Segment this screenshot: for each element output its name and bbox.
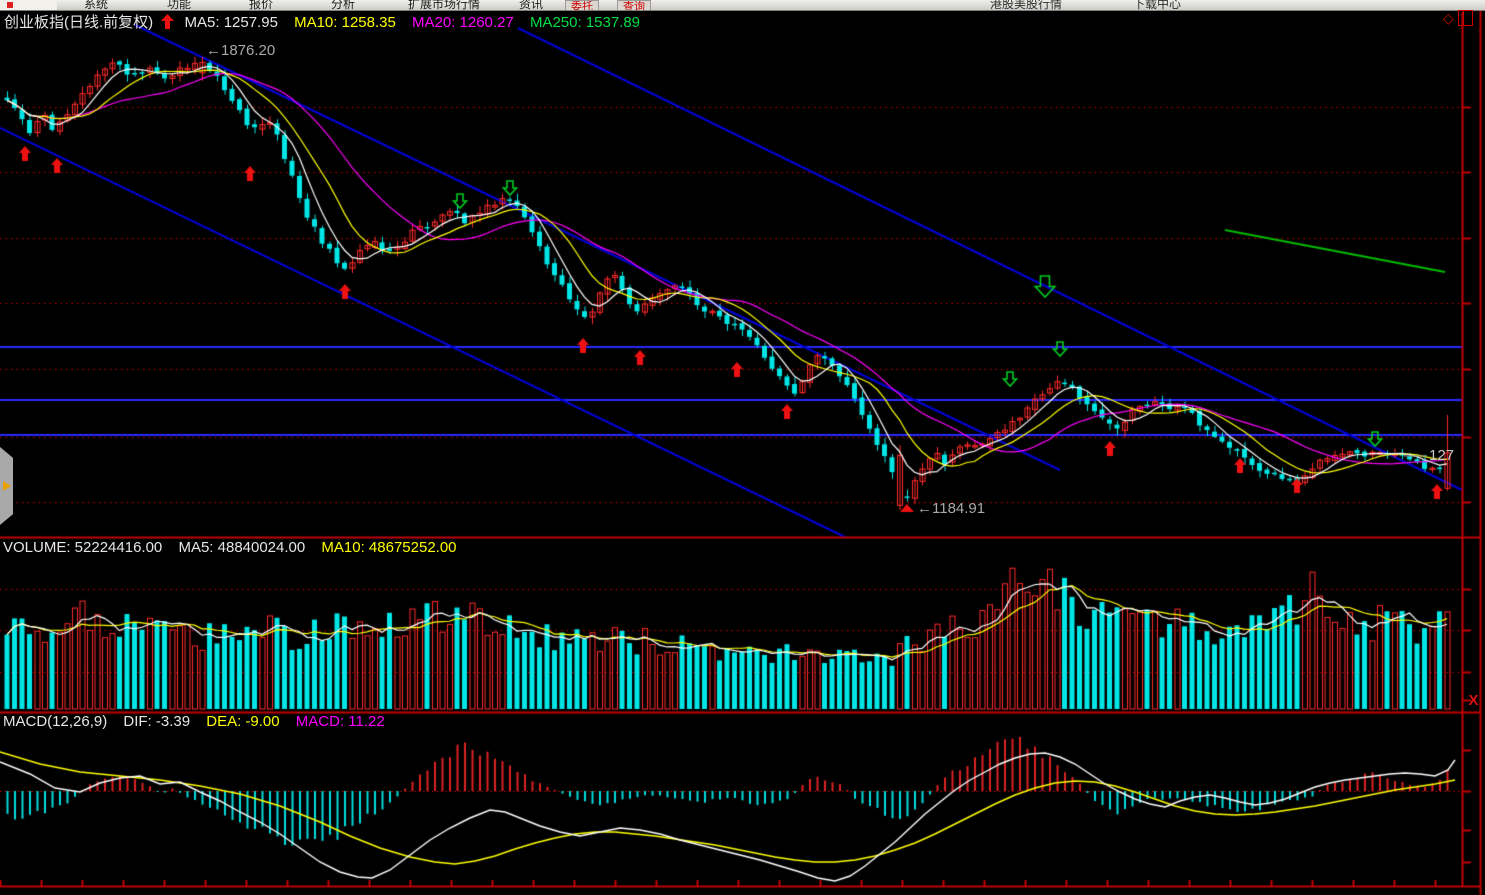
ma20-value: MA20: 1260.27 [412,14,514,31]
menu-bar[interactable]: 系统 功能 报价 分析 扩展市场行情 资讯 委托 查询 港股美股行情 下载中心 [0,0,1485,11]
ma250-value: MA250: 1537.89 [529,14,641,31]
macd-header: MACD(12,26,9) DIF: -3.39 DEA: -9.00 MACD… [3,713,397,730]
diamond-tool-icon[interactable]: ◇ [1443,10,1454,26]
expand-arrow-icon [3,481,11,491]
low-price-annotation: ←1184.91 [917,500,986,517]
ma10-value: MA10: 1258.35 [294,14,396,31]
dif-value: DIF: -3.39 [123,713,191,730]
sidebar-expand-tab[interactable] [0,447,13,525]
menu-item-system[interactable]: 系统 [84,0,109,11]
main-chart-header: 创业板指(日线.前复权) MA5: 1257.95 MA10: 1258.35 … [4,11,652,33]
menu-item-download[interactable]: 下载中心 [1133,0,1182,11]
volume-header: VOLUME: 52224416.00 MA5: 48840024.00 MA1… [3,539,469,556]
volume-ma10-value: MA10: 48675252.00 [321,539,457,556]
chart-header-icons: ◇ [1443,10,1473,26]
logo-icon [7,2,13,8]
up-arrow-icon [161,14,175,33]
order-button[interactable]: 委托 [565,0,599,10]
volume-value: VOLUME: 52224416.00 [3,539,163,556]
volume-ma5-value: MA5: 48840024.00 [178,539,306,556]
high-price-annotation: ←1876.20 [206,42,276,59]
close-indicator-button[interactable]: X [1468,692,1479,709]
ma5-value: MA5: 1257.95 [184,14,278,31]
menu-item-function[interactable]: 功能 [167,0,192,11]
macd-params: MACD(12,26,9) [3,713,108,730]
macd-value: MACD: 11.22 [295,713,385,730]
app-logo[interactable] [0,0,57,10]
dea-value: DEA: -9.00 [206,713,280,730]
menu-item-quotes[interactable]: 报价 [249,0,274,11]
split-window-icon[interactable] [1457,10,1473,26]
menu-item-hk-us[interactable]: 港股美股行情 [990,0,1063,11]
instrument-title[interactable]: 创业板指(日线.前复权) [4,14,154,31]
menu-item-extended[interactable]: 扩展市场行情 [408,0,481,11]
menu-item-info[interactable]: 资讯 [519,0,544,11]
query-button[interactable]: 查询 [617,0,651,10]
last-price-label: 127 [1429,447,1455,464]
menu-item-analysis[interactable]: 分析 [331,0,356,11]
